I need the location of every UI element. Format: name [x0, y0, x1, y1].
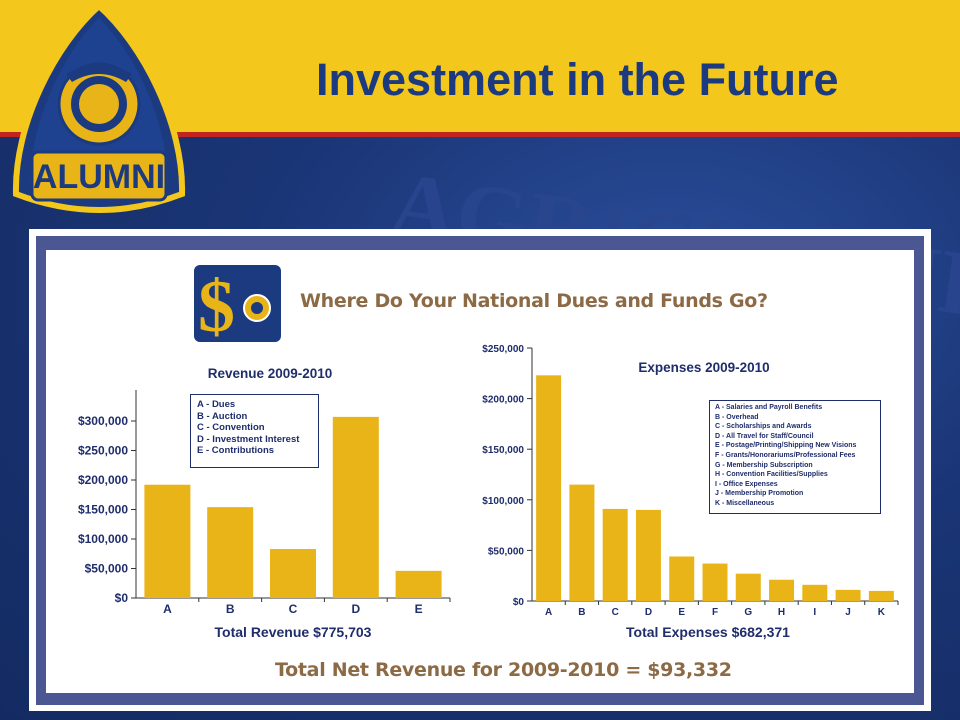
revenue-legend-item: A - Dues	[197, 399, 236, 410]
revenue-bar	[270, 549, 316, 598]
expenses-legend-item: J - Membership Promotion	[715, 490, 804, 498]
expenses-legend-item: G - Membership Subscription	[715, 461, 813, 469]
expenses-legend-item: K - Miscellaneous	[715, 499, 775, 507]
expenses-y-tick-label: $50,000	[488, 546, 525, 557]
expenses-bar	[669, 556, 695, 601]
expenses-legend-item: F - Grants/Honorariums/Professional Fees	[715, 451, 856, 459]
revenue-y-tick-label: $300,000	[78, 414, 128, 428]
expenses-legend-item: E - Postage/Printing/Shipping New Vision…	[715, 442, 857, 450]
expenses-legend-item: C - Scholarships and Awards	[715, 423, 812, 431]
expenses-category-label: I	[813, 607, 816, 618]
header-accent-stripe	[0, 132, 960, 137]
expenses-legend-item: H - Convention Facilities/Supplies	[715, 471, 828, 479]
revenue-bar	[207, 507, 254, 598]
expenses-bar	[835, 589, 861, 601]
expenses-category-label: K	[878, 607, 886, 618]
revenue-y-tick-label: $50,000	[85, 562, 129, 576]
expenses-category-label: C	[612, 607, 619, 618]
revenue-legend-item: D - Investment Interest	[197, 433, 300, 445]
expenses-legend-item: B - Overhead	[715, 413, 759, 421]
expenses-category-label: F	[712, 607, 718, 618]
ffa-alumni-emblem: ALUMNI	[12, 4, 186, 213]
revenue-chart-title: Revenue 2009-2010	[208, 366, 333, 381]
emblem-text: ALUMNI	[33, 158, 165, 196]
expenses-y-tick-label: $200,000	[482, 395, 524, 406]
chart-headline: Where Do Your National Dues and Funds Go…	[300, 290, 768, 312]
expenses-legend-item: A - Salaries and Payroll Benefits	[715, 404, 823, 411]
revenue-y-tick-label: $250,000	[78, 444, 128, 458]
svg-text:$: $	[198, 266, 235, 342]
expenses-y-tick-label: $100,000	[482, 496, 524, 507]
expenses-bar	[602, 508, 628, 601]
expenses-bar	[536, 375, 562, 601]
revenue-category-label: A	[163, 602, 172, 616]
expenses-legend-item: D - All Travel for Staff/Council	[715, 432, 814, 440]
revenue-category-label: E	[415, 602, 423, 616]
expenses-bar	[769, 579, 795, 601]
dollar-icon: $	[194, 265, 281, 342]
slide-title: Investment in the Future	[316, 54, 839, 105]
revenue-category-label: B	[226, 602, 235, 616]
revenue-bar	[144, 484, 191, 598]
expenses-category-label: J	[845, 607, 851, 618]
expenses-bar	[569, 484, 595, 601]
expenses-bar	[635, 509, 661, 601]
expenses-category-label: G	[744, 607, 752, 618]
expenses-category-label: A	[545, 607, 552, 618]
expenses-chart-title: Expenses 2009-2010	[638, 360, 769, 375]
expenses-bar	[802, 584, 828, 601]
expenses-y-tick-label: $250,000	[482, 344, 524, 355]
revenue-total-label: Total Revenue $775,703	[215, 624, 372, 640]
net-revenue-label: Total Net Revenue for 2009-2010 = $93,33…	[275, 659, 732, 681]
revenue-y-tick-label: $200,000	[78, 473, 128, 487]
revenue-legend-item: E - Contributions	[197, 445, 275, 456]
expenses-bar	[702, 563, 728, 601]
revenue-y-tick-label: $100,000	[78, 532, 128, 546]
expenses-legend-item: I - Office Expenses	[715, 480, 778, 488]
expenses-bar	[868, 590, 894, 601]
revenue-category-label: D	[351, 602, 360, 616]
expenses-category-label: E	[678, 607, 685, 618]
revenue-legend-item: B - Auction	[197, 410, 248, 422]
revenue-bar	[332, 416, 379, 598]
expenses-category-label: B	[578, 607, 585, 618]
revenue-category-label: C	[289, 602, 298, 616]
revenue-y-tick-label: $150,000	[78, 503, 128, 517]
expenses-legend: A - Salaries and Payroll Benefits B - Ove…	[709, 400, 881, 514]
expenses-y-tick-label: $150,000	[482, 445, 524, 456]
revenue-legend-item: C - Convention	[197, 422, 265, 433]
expenses-total-label: Total Expenses $682,371	[626, 624, 790, 640]
expenses-bar	[735, 573, 761, 601]
revenue-bar	[395, 570, 442, 598]
expenses-y-tick-label: $0	[513, 597, 525, 608]
expenses-category-label: D	[645, 607, 652, 618]
expenses-category-label: H	[778, 607, 785, 618]
revenue-legend: A - Dues B - Auction C - Convention D - Inv…	[190, 394, 319, 468]
revenue-y-tick-label: $0	[115, 591, 129, 605]
